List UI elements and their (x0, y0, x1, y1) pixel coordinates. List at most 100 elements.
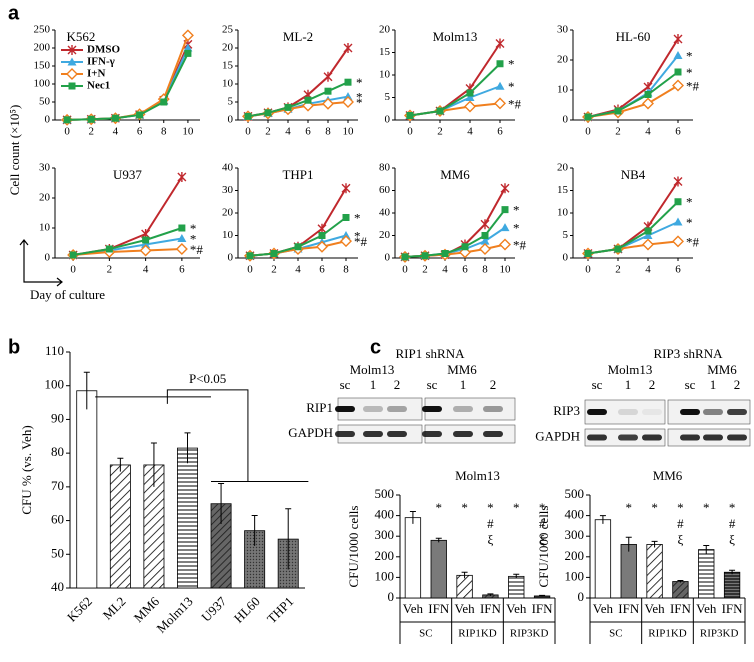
y-tick-label: 20 (222, 207, 234, 219)
x-tick-label: IFN (532, 601, 554, 616)
y-tick-label: 15 (379, 46, 391, 58)
blot-band (727, 409, 747, 415)
marker (139, 244, 152, 257)
y-tick-label: 15 (222, 60, 234, 72)
y-tick-label: 30 (557, 24, 569, 36)
y-tick-label: 500 (375, 486, 395, 501)
x-tick-label: IFN (722, 601, 744, 616)
marker (496, 60, 504, 68)
x-tick-label: 2 (107, 264, 113, 276)
significance-label: * (190, 231, 197, 246)
protein-label: RIP1 (306, 400, 333, 415)
y-tick-label: 0 (45, 114, 51, 126)
y-tick-label: 5 (228, 96, 234, 108)
blot-band (335, 406, 355, 412)
x-tick-label: 2 (437, 126, 443, 138)
significance-label: * (356, 95, 363, 110)
x-tick-label: 4 (645, 264, 651, 276)
marker (294, 243, 302, 251)
marker (141, 240, 151, 248)
lane-label: 1 (370, 377, 377, 392)
marker (341, 231, 351, 239)
lane-label: sc (685, 377, 696, 392)
marker (63, 116, 71, 124)
x-tick-label: 0 (585, 126, 591, 138)
marker (673, 217, 683, 226)
x-tick-label: Veh (593, 601, 614, 616)
error-bar (285, 508, 292, 570)
marker (175, 243, 188, 255)
bar (672, 581, 689, 599)
x-tick-label: 6 (675, 264, 681, 276)
significance-label: * (686, 65, 693, 80)
marker (480, 236, 490, 245)
x-tick-label: 4 (442, 264, 448, 276)
chart-title: ML-2 (283, 29, 313, 44)
marker (111, 114, 119, 122)
error-bar (251, 515, 258, 546)
y-axis-label: CFU/1000 cells (536, 506, 551, 588)
y-tick-label: 100 (34, 78, 51, 90)
x-tick-label: 4 (113, 126, 119, 138)
bar (698, 549, 715, 599)
marker (87, 115, 95, 123)
blot-band (483, 406, 503, 412)
marker (105, 245, 113, 253)
marker (340, 235, 352, 248)
axis-arrow (19, 239, 63, 287)
lane-label: sc (592, 377, 603, 392)
y-tick-label: 110 (45, 343, 64, 358)
x-tick-label: Molm13 (153, 594, 195, 636)
x-tick-label: Veh (454, 601, 475, 616)
panel-label: a (8, 2, 20, 24)
x-tick-label: 6 (137, 126, 143, 138)
marker (246, 252, 254, 260)
y-axis-label: Cell count (×10⁵) (7, 105, 22, 196)
x-tick-label: 2 (89, 126, 95, 138)
marker (495, 81, 505, 90)
panel-label: b (8, 336, 20, 358)
y-tick-label: 300 (565, 527, 585, 542)
blot-band (483, 431, 503, 437)
x-tick-label: Veh (696, 601, 717, 616)
bar (594, 519, 612, 599)
x-tick-label: 10 (343, 126, 355, 138)
y-tick-label: 10 (557, 84, 569, 96)
cell-line-label: MM6 (447, 362, 477, 377)
bracket (166, 389, 249, 482)
x-tick-label: U937 (198, 593, 229, 624)
legend-label: IFN-γ (87, 56, 115, 68)
y-tick-label: 90 (51, 410, 64, 425)
x-tick-label: THP1 (264, 594, 297, 627)
y-tick-label: 10 (557, 207, 569, 219)
chart-title: Molm13 (433, 29, 478, 44)
series-line (587, 71, 679, 118)
marker (68, 82, 76, 90)
x-tick-label: 6 (497, 126, 503, 138)
bar (723, 571, 741, 599)
y-tick-label: 60 (51, 512, 64, 527)
x-tick-label: 0 (64, 126, 70, 138)
bar (404, 517, 422, 599)
marker (441, 250, 449, 257)
y-tick-label: 0 (563, 252, 569, 264)
error-bar (599, 515, 606, 524)
significance-label: ξ (729, 532, 735, 547)
group-label: SC (609, 628, 622, 640)
marker (464, 100, 476, 113)
blot-band (642, 409, 662, 415)
y-tick-label: 10 (222, 78, 234, 90)
y-tick-label: 0 (578, 589, 585, 604)
marker (264, 109, 272, 117)
marker (481, 232, 489, 239)
x-tick-label: HL60 (231, 594, 263, 626)
significance-label: * (354, 210, 361, 225)
x-tick-label: 0 (247, 264, 253, 276)
marker (584, 113, 592, 121)
y-tick-label: 200 (375, 548, 395, 563)
error-bar (625, 536, 632, 552)
y-tick-label: 200 (34, 42, 51, 54)
y-tick-label: 25 (222, 24, 234, 36)
legend-label: Nec1 (87, 80, 110, 92)
